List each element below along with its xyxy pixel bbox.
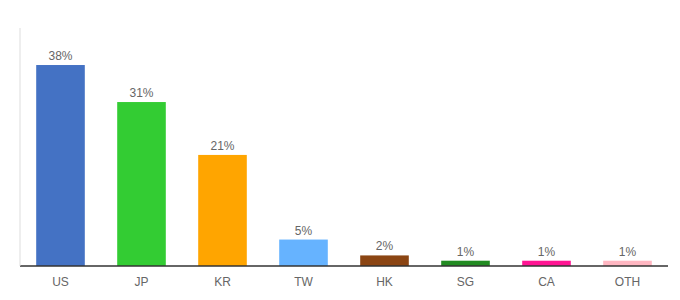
x-tick-label: CA [538, 275, 555, 289]
bar [279, 240, 328, 266]
data-label: 1% [619, 245, 637, 259]
data-label: 5% [295, 224, 313, 238]
y-axis-line [20, 28, 21, 266]
chart-container: 38% 31% 21% 5% 2% 1% 1% 1% US JP KR TW HK SG CA OTH [0, 0, 680, 300]
data-label: 1% [538, 245, 556, 259]
data-label: 2% [376, 239, 394, 253]
x-tick-label: KR [214, 275, 231, 289]
data-label: 21% [210, 139, 234, 153]
x-tick-label: US [52, 275, 69, 289]
x-tick-label: TW [294, 275, 313, 289]
x-tick-label: OTH [615, 275, 640, 289]
bar [117, 102, 166, 266]
bar [522, 261, 571, 266]
x-axis: US JP KR TW HK SG CA OTH [20, 266, 668, 289]
x-tick-label: JP [134, 275, 148, 289]
bars [36, 65, 652, 266]
data-label: 1% [457, 245, 475, 259]
chart-svg: 38% 31% 21% 5% 2% 1% 1% 1% US JP KR TW HK SG CA OTH [0, 0, 680, 300]
bar [198, 155, 247, 266]
data-labels: 38% 31% 21% 5% 2% 1% 1% 1% [48, 49, 636, 259]
bar [603, 261, 652, 266]
bar [360, 255, 409, 266]
x-axis-line [20, 265, 668, 267]
data-label: 38% [48, 49, 72, 63]
x-tick-label: HK [376, 275, 393, 289]
x-tick-label: SG [457, 275, 474, 289]
bar [36, 65, 85, 266]
bar [441, 261, 490, 266]
data-label: 31% [129, 86, 153, 100]
